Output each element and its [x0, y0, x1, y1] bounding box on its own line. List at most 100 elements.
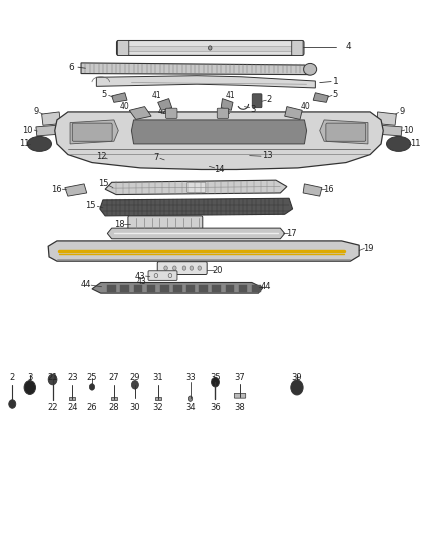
FancyBboxPatch shape	[166, 108, 177, 118]
Text: 27: 27	[109, 373, 119, 382]
Text: 41: 41	[225, 92, 235, 100]
Polygon shape	[42, 112, 60, 125]
Polygon shape	[303, 184, 322, 196]
Polygon shape	[129, 107, 151, 119]
Circle shape	[182, 266, 186, 270]
FancyBboxPatch shape	[160, 285, 169, 292]
Text: 16: 16	[51, 185, 61, 193]
Text: 23: 23	[67, 373, 78, 382]
Circle shape	[188, 396, 193, 401]
Text: 33: 33	[185, 373, 196, 382]
Polygon shape	[100, 198, 293, 216]
Circle shape	[208, 46, 212, 50]
Text: 10: 10	[22, 126, 32, 134]
FancyBboxPatch shape	[226, 285, 234, 292]
Polygon shape	[131, 120, 307, 144]
FancyBboxPatch shape	[111, 397, 117, 400]
Text: 14: 14	[214, 165, 224, 174]
Polygon shape	[107, 228, 285, 239]
Text: 17: 17	[286, 229, 297, 238]
FancyBboxPatch shape	[72, 123, 112, 141]
Polygon shape	[65, 184, 87, 196]
Polygon shape	[92, 282, 263, 293]
Text: 2: 2	[10, 373, 15, 382]
Text: 15: 15	[98, 180, 109, 188]
Circle shape	[190, 266, 194, 270]
Text: 41: 41	[152, 92, 162, 100]
FancyBboxPatch shape	[186, 285, 195, 292]
Polygon shape	[320, 120, 368, 144]
Circle shape	[212, 377, 219, 387]
Text: 44: 44	[261, 282, 272, 290]
Polygon shape	[96, 76, 315, 88]
Circle shape	[164, 266, 167, 270]
Circle shape	[24, 381, 35, 394]
Polygon shape	[158, 99, 172, 110]
Text: 21: 21	[47, 373, 58, 382]
Text: 40: 40	[120, 102, 130, 111]
FancyBboxPatch shape	[252, 285, 261, 292]
Circle shape	[89, 384, 95, 390]
FancyBboxPatch shape	[69, 397, 75, 400]
Text: 22: 22	[47, 403, 58, 412]
FancyBboxPatch shape	[134, 285, 142, 292]
FancyBboxPatch shape	[107, 285, 116, 292]
Text: 43: 43	[135, 272, 145, 280]
FancyBboxPatch shape	[120, 285, 129, 292]
FancyBboxPatch shape	[160, 150, 177, 166]
Text: 18: 18	[114, 221, 124, 229]
Text: 24: 24	[67, 403, 78, 412]
Text: 39: 39	[292, 373, 302, 382]
Text: 37: 37	[235, 373, 245, 382]
Text: 29: 29	[130, 373, 140, 382]
Ellipse shape	[304, 63, 317, 75]
Text: 2: 2	[267, 95, 272, 103]
FancyBboxPatch shape	[147, 285, 155, 292]
Polygon shape	[379, 125, 402, 136]
Text: 32: 32	[152, 403, 163, 412]
Text: 31: 31	[152, 373, 163, 382]
Polygon shape	[70, 120, 118, 144]
Text: 1: 1	[333, 77, 339, 85]
Text: 3: 3	[251, 105, 256, 114]
FancyBboxPatch shape	[155, 397, 161, 400]
Circle shape	[291, 380, 303, 395]
Text: 43: 43	[136, 277, 146, 286]
Circle shape	[196, 160, 200, 165]
Text: 3: 3	[27, 373, 32, 382]
FancyBboxPatch shape	[234, 393, 246, 398]
Polygon shape	[55, 112, 383, 169]
FancyBboxPatch shape	[173, 285, 182, 292]
Polygon shape	[81, 63, 311, 75]
Text: 5: 5	[101, 91, 106, 99]
Text: 16: 16	[323, 185, 334, 193]
Ellipse shape	[387, 136, 411, 151]
Text: 35: 35	[210, 373, 221, 382]
FancyBboxPatch shape	[128, 216, 203, 230]
Text: 11: 11	[19, 140, 29, 148]
Text: 42: 42	[222, 108, 232, 116]
Text: 28: 28	[109, 403, 119, 412]
Polygon shape	[285, 107, 302, 119]
Text: 10: 10	[403, 126, 413, 134]
Text: 25: 25	[87, 373, 97, 382]
FancyBboxPatch shape	[148, 271, 177, 280]
Text: 15: 15	[85, 201, 95, 209]
FancyBboxPatch shape	[187, 182, 206, 192]
Polygon shape	[36, 125, 58, 136]
Circle shape	[173, 266, 176, 270]
Polygon shape	[105, 180, 287, 195]
Text: 9: 9	[33, 108, 39, 116]
Text: 5: 5	[332, 91, 338, 99]
FancyBboxPatch shape	[127, 46, 293, 51]
FancyBboxPatch shape	[292, 41, 303, 55]
Text: 44: 44	[80, 280, 91, 288]
FancyBboxPatch shape	[239, 285, 247, 292]
Text: 11: 11	[410, 140, 420, 148]
Circle shape	[48, 374, 57, 385]
FancyBboxPatch shape	[252, 94, 262, 108]
FancyBboxPatch shape	[217, 108, 229, 118]
FancyBboxPatch shape	[117, 41, 304, 55]
Ellipse shape	[27, 136, 52, 151]
FancyBboxPatch shape	[326, 123, 366, 141]
